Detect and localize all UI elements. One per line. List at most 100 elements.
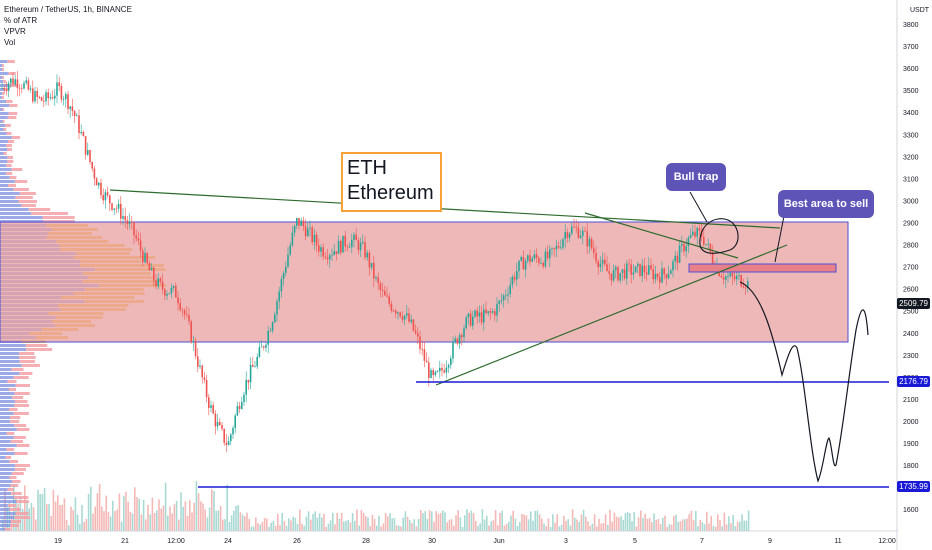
vpvr-down-bar [15,384,30,387]
volume-bar [712,525,715,531]
volume-bar [587,521,589,531]
volume-bar [613,512,616,531]
volume-bar [43,488,46,531]
vpvr-up-bar [0,392,15,395]
bull-trap-callout[interactable]: Bull trap [666,163,726,191]
candle-body [634,266,637,273]
range-zone[interactable] [0,221,849,343]
candle-body [423,349,426,361]
vpvr-up-bar [0,364,22,367]
volume-bar [376,525,378,531]
volume-bar [596,526,598,531]
volume-bar [323,513,325,531]
sell-zone[interactable] [688,263,837,273]
volume-bar [538,514,541,531]
volume-bar [664,515,666,531]
volume-bar [569,525,572,531]
candle-body [747,281,749,288]
candle-body [335,251,338,254]
candle-body [223,428,225,443]
best-area-callout[interactable]: Best area to sell [778,190,874,218]
candle-body [430,370,432,378]
candle-body [309,227,311,229]
bull-trap-circle[interactable] [699,218,739,254]
candle-body [267,330,269,345]
volume-bar [626,512,629,531]
candle-body [469,313,472,326]
volume-bar [470,510,473,531]
candle-body [483,309,485,323]
volume-bar [65,519,68,531]
candle-body [595,252,597,262]
volume-bar [367,517,369,531]
vpvr-down-bar [5,456,12,459]
volume-bar [604,514,607,531]
vpvr-up-bar [0,472,12,475]
vpvr-down-bar [26,348,53,351]
indicator-vpvr[interactable]: VPVR [4,27,26,36]
volume-bar [171,513,173,531]
candle-body [586,231,588,247]
vpvr-down-bar [1,96,4,99]
candle-body [472,316,474,326]
x-tick-label: 12:00 [878,538,896,545]
candle-body [401,316,404,320]
vpvr-up-bar [0,164,7,167]
volume-bar [395,525,398,531]
price-axis[interactable]: 1600170018001900200021002200230024002500… [903,7,930,514]
volume-bar [318,513,321,531]
eth-title-box[interactable]: ETH Ethereum [341,152,442,212]
vpvr-up-bar [0,136,12,139]
volume-bar [679,521,682,531]
candle-body [21,87,23,89]
candle-body [298,218,300,226]
indicator-atr[interactable]: % of ATR [4,16,38,25]
volume-bar [494,510,497,531]
candle-body [516,271,518,280]
volume-bar [576,519,578,531]
candle-body [254,366,256,368]
volume-bar [719,520,721,531]
vpvr-down-bar [16,444,30,447]
time-axis[interactable]: 19 21 12:00 24 26 28 30 Jun 3 5 7 9 11 12:00 [54,538,896,545]
indicator-volume[interactable]: Vol [4,38,16,47]
volume-bar [415,526,418,531]
wedge-lower-trendline[interactable] [435,244,788,386]
vpvr-up-bar [0,120,3,123]
volume-bar [611,521,613,531]
wedge-upper-trendline[interactable] [584,212,739,259]
vpvr-up-bar [0,500,17,503]
vpvr-down-bar [14,400,28,403]
volume-bar [461,526,464,531]
candle-body [496,303,498,316]
vpvr-down-bar [28,208,51,211]
vpvr-up-bar [0,424,15,427]
volume-bar [310,519,312,531]
volume-bar [391,518,393,531]
descending-trendline[interactable] [109,189,781,229]
candle-body [520,257,522,261]
vpvr-up-bar [0,448,7,451]
candle-body [3,88,5,90]
candle-body [87,150,89,155]
candle-body [641,265,643,276]
volume-bar [158,499,160,531]
vpvr-up-bar [0,512,16,515]
candle-body [590,238,593,249]
candle-body [379,283,382,290]
candle-body [390,303,393,311]
volume-bar [642,518,644,531]
candle-body [650,265,652,270]
volume-bar [697,526,699,531]
candle-body [678,245,681,263]
volume-bar [565,520,567,531]
candle-body [518,260,520,272]
vpvr-up-bar [0,360,20,363]
candle-body [340,240,342,253]
candle-body [16,79,19,88]
symbol-title[interactable]: Ethereum / TetherUS, 1h, BINANCE [4,5,132,14]
volume-bar [252,526,255,531]
candle-body [238,406,241,409]
candle-body [485,309,487,314]
volume-bar [52,489,55,531]
